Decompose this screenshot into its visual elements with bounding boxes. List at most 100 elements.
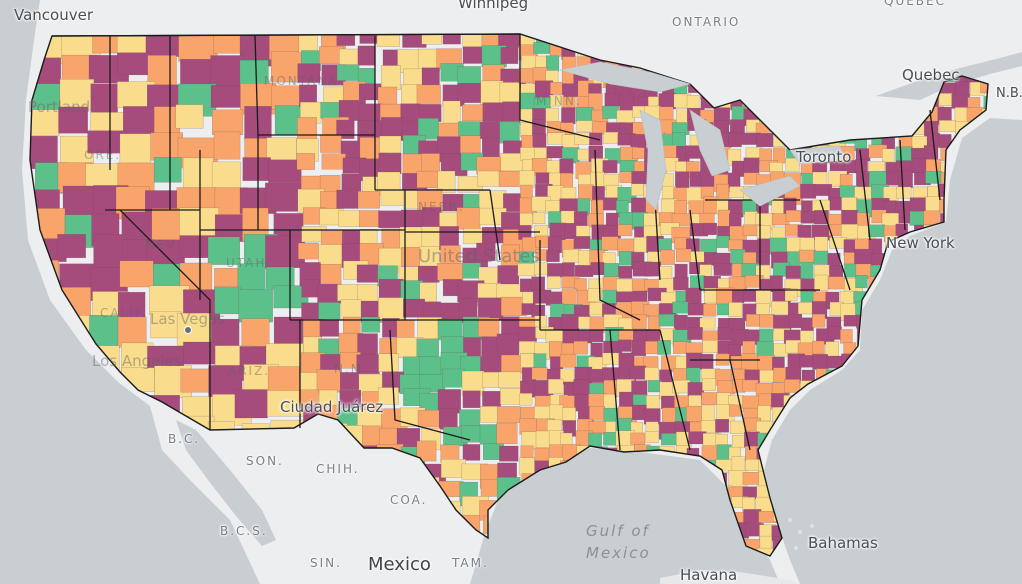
county-cell (357, 284, 378, 303)
county-cell (421, 67, 440, 88)
county-cell (340, 372, 360, 390)
county-cell (644, 261, 661, 277)
county-cell (686, 352, 702, 370)
county-cell (578, 184, 594, 201)
county-cell (437, 263, 464, 281)
county-cell (462, 104, 484, 122)
county-cell (756, 341, 774, 357)
county-cell (578, 316, 592, 329)
county-cell (519, 170, 535, 188)
county-cell (898, 170, 913, 188)
county-cell (234, 389, 268, 419)
county-cell (813, 250, 829, 265)
county-cell (180, 368, 213, 393)
county-cell (618, 265, 633, 279)
county-cell (785, 157, 800, 173)
county-cell (532, 133, 547, 148)
county-cell (661, 433, 677, 446)
county-cell (519, 457, 535, 476)
county-cell (336, 34, 356, 46)
state-border (819, 199, 851, 291)
county-cell (535, 235, 550, 248)
state-border (859, 149, 871, 241)
county-cell (437, 170, 456, 194)
great-lake (739, 175, 801, 207)
county-cell (498, 371, 522, 388)
county-cell (701, 392, 718, 405)
county-cell (672, 132, 686, 148)
county-cell (532, 119, 546, 136)
county-cell (176, 312, 212, 346)
gulf-of-mexico (470, 448, 780, 584)
county-cell (629, 365, 647, 380)
county-cell (380, 65, 401, 90)
county-cell (378, 297, 404, 322)
county-cell (701, 405, 715, 422)
county-cell (532, 212, 546, 224)
county-cell (784, 288, 798, 302)
bahamas-island (810, 524, 814, 528)
county-cell (150, 311, 182, 339)
bahamas-island (818, 538, 822, 542)
county-cell (575, 106, 594, 122)
county-cell (496, 422, 518, 445)
county-cell (797, 224, 812, 239)
county-cell (548, 378, 564, 394)
county-cell (828, 276, 845, 290)
county-cell (731, 456, 746, 472)
county-cell (814, 236, 828, 252)
county-cell (462, 444, 481, 461)
county-cell (296, 153, 315, 170)
county-cell (57, 234, 86, 258)
county-cell (442, 368, 465, 388)
county-cell (497, 265, 520, 285)
county-cell (559, 158, 574, 175)
county-cell (592, 186, 605, 200)
county-cell (123, 106, 157, 135)
county-cell (577, 148, 590, 161)
county-cell (602, 289, 618, 304)
county-cell (690, 275, 706, 290)
county-cell (590, 262, 605, 276)
bahamas-island (798, 530, 802, 534)
county-cell (58, 106, 88, 134)
county-cell (703, 303, 717, 317)
county-cell (238, 289, 273, 323)
county-cell (517, 263, 536, 277)
county-cell (336, 64, 360, 81)
county-cell (478, 317, 500, 337)
county-cell (812, 340, 825, 355)
county-cell (715, 419, 729, 433)
county-cell (214, 286, 241, 315)
county-cell (437, 136, 464, 155)
county-cell (602, 105, 619, 119)
county-cell (644, 367, 659, 381)
county-cell (533, 42, 551, 54)
great-lake (789, 145, 847, 165)
county-cell (662, 407, 677, 422)
county-cell (661, 395, 676, 409)
county-cell (357, 45, 376, 66)
county-cell (647, 315, 661, 331)
county-cell (547, 419, 562, 433)
county-cell (499, 121, 520, 144)
county-cell (265, 182, 304, 212)
county-cell (62, 185, 99, 216)
county-cell (800, 317, 814, 331)
county-cell (588, 432, 602, 448)
county-cell (938, 120, 956, 132)
county-cell (843, 252, 857, 266)
county-cell (179, 207, 219, 236)
county-cell (755, 251, 770, 265)
county-cell (535, 249, 549, 261)
county-cell (911, 158, 928, 174)
great-lake (689, 109, 731, 177)
county-cell (826, 355, 843, 369)
county-cell (549, 94, 564, 107)
county-cell (297, 117, 317, 141)
state-border (659, 329, 691, 451)
county-cell (519, 341, 536, 354)
great-lake (639, 109, 667, 211)
